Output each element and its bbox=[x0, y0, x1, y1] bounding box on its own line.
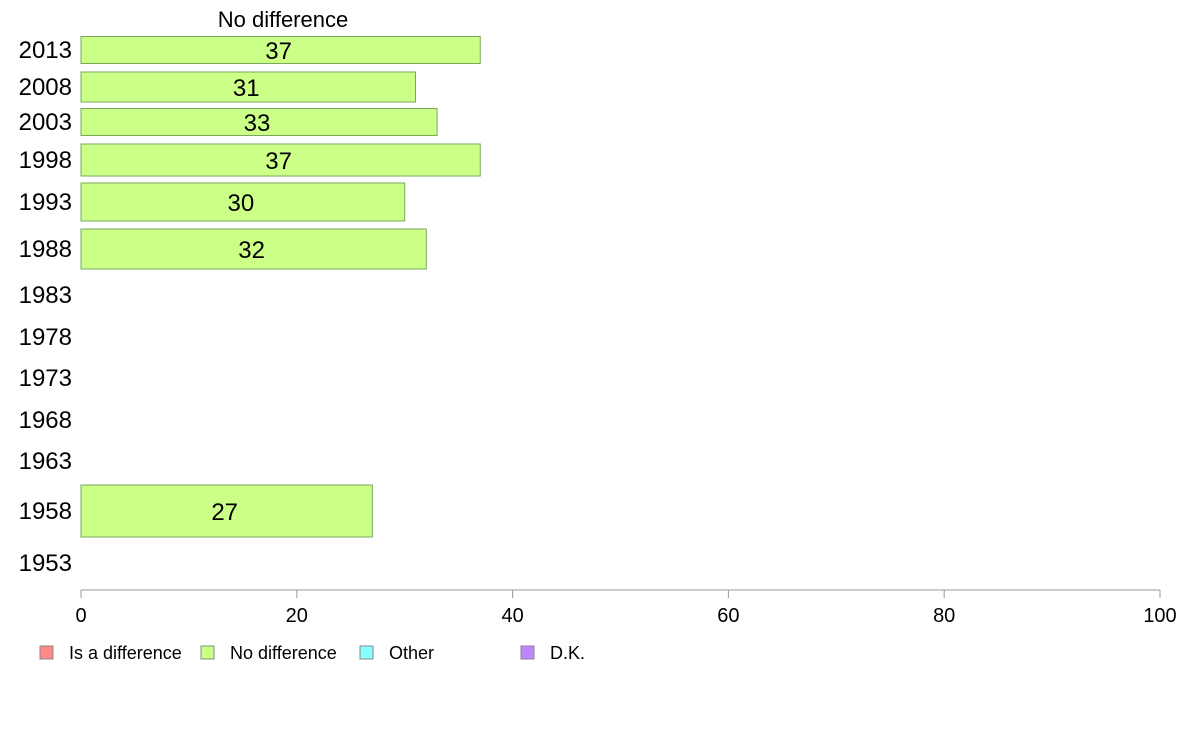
y-tick-label-1993: 1993 bbox=[19, 189, 72, 216]
bar-2003 bbox=[80, 108, 438, 136]
bar-value-label-2013: 37 bbox=[265, 38, 292, 65]
bar-value-label-1993: 30 bbox=[227, 190, 254, 217]
bar-value-label-1958: 27 bbox=[211, 499, 238, 526]
bar-2013 bbox=[80, 36, 481, 64]
bar-1993 bbox=[80, 182, 406, 222]
bar-1998 bbox=[80, 143, 481, 177]
x-tick-label-40: 40 bbox=[501, 605, 523, 627]
x-tick-label-20: 20 bbox=[286, 605, 308, 627]
x-tick-label-60: 60 bbox=[717, 605, 739, 627]
y-tick-label-1983: 1983 bbox=[19, 282, 72, 309]
y-tick-label-1963: 1963 bbox=[19, 448, 72, 475]
x-tick-label-100: 100 bbox=[1143, 605, 1176, 627]
y-tick-label-1978: 1978 bbox=[19, 324, 72, 351]
legend: Is a difference No difference Other D.K. bbox=[39, 643, 585, 663]
legend-swatch-2 bbox=[359, 645, 374, 660]
bar-value-label-1998: 37 bbox=[265, 148, 292, 175]
legend-label-3: D.K. bbox=[550, 643, 585, 663]
x-axis: 0 20 40 60 80 100 bbox=[75, 589, 1177, 627]
bar-2008 bbox=[80, 71, 416, 103]
legend-label-2: Other bbox=[389, 643, 434, 663]
y-tick-label-1968: 1968 bbox=[19, 407, 72, 434]
bars bbox=[80, 36, 481, 538]
legend-swatch-1 bbox=[200, 645, 215, 660]
y-tick-label-2013: 2013 bbox=[19, 37, 72, 64]
bar-1958 bbox=[80, 484, 373, 538]
y-tick-label-2008: 2008 bbox=[19, 74, 72, 101]
y-tick-label-2003: 2003 bbox=[19, 109, 72, 136]
x-tick-label-80: 80 bbox=[933, 605, 955, 627]
bar-1988 bbox=[80, 228, 427, 270]
bar-value-label-2003: 33 bbox=[244, 110, 271, 137]
bar-value-label-2008: 31 bbox=[233, 75, 260, 102]
legend-swatch-0 bbox=[39, 645, 54, 660]
y-axis-labels: 2013 2008 2003 1998 1993 1988 1983 1978 1973 1968… bbox=[19, 37, 72, 577]
y-tick-label-1988: 1988 bbox=[19, 236, 72, 263]
legend-label-0: Is a difference bbox=[69, 643, 182, 663]
y-tick-label-1953: 1953 bbox=[19, 550, 72, 577]
y-tick-label-1998: 1998 bbox=[19, 147, 72, 174]
y-tick-label-1973: 1973 bbox=[19, 365, 72, 392]
chart-title: No difference bbox=[218, 7, 348, 32]
legend-label-1: No difference bbox=[230, 643, 337, 663]
y-tick-label-1958: 1958 bbox=[19, 498, 72, 525]
x-tick-label-0: 0 bbox=[75, 605, 86, 627]
bar-value-label-1988: 32 bbox=[238, 237, 265, 264]
legend-swatch-3 bbox=[520, 645, 535, 660]
